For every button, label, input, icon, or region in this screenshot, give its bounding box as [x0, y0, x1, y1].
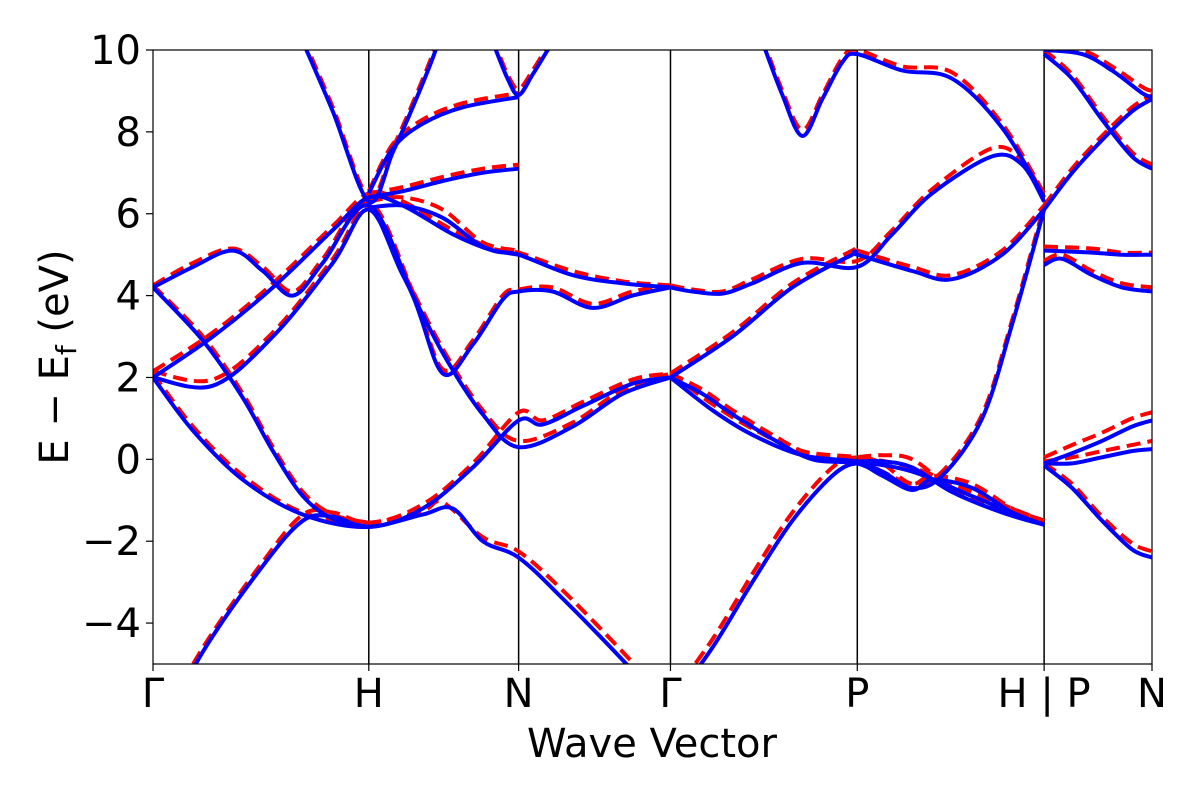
band-blue-36 [493, 50, 551, 97]
band-blue-38 [669, 208, 1046, 380]
band-red-7 [368, 162, 519, 196]
band-red-21 [1043, 252, 1152, 290]
y-axis-label-main: E − E [32, 355, 78, 465]
band-red-11 [669, 371, 1045, 523]
y-tick-label: 0 [116, 437, 141, 483]
y-axis-label-unit: (eV) [32, 249, 78, 345]
y-tick-label: 2 [116, 355, 141, 401]
band-red-18 [1043, 438, 1152, 464]
band-red-20 [1042, 461, 1152, 554]
y-axis-label-subscript: f [50, 344, 83, 355]
band-red-15 [857, 453, 1045, 523]
x-tick-label: P [845, 671, 869, 717]
band-blue-49 [1042, 97, 1152, 211]
band-red-5 [153, 189, 671, 373]
band-red-1 [153, 371, 671, 526]
y-axis-label: E − Ef (eV) [32, 249, 83, 464]
band-blue-35 [304, 50, 438, 205]
band-blue-51 [1043, 50, 1152, 100]
x-tick-label: Γ [142, 671, 165, 717]
band-blue-46 [1042, 463, 1152, 560]
y-tick-label: 4 [116, 274, 141, 320]
band-blue-47 [1043, 256, 1152, 294]
x-tick-label: N [504, 671, 534, 717]
band-blue-34 [367, 95, 519, 195]
y-tick-label: 10 [90, 28, 141, 74]
band-blue-39 [670, 152, 1046, 296]
band-blue-29 [153, 286, 370, 529]
plot-frame [152, 49, 1153, 665]
band-blue-26 [193, 505, 630, 664]
band-red-24 [1042, 50, 1152, 167]
y-tick-label: 8 [116, 110, 141, 156]
x-tick-label: N [1137, 671, 1167, 717]
band-red-23 [1042, 93, 1152, 207]
band-blue-31 [153, 194, 671, 380]
band-red-6 [368, 195, 520, 253]
band-blue-40 [698, 209, 1047, 664]
band-blue-32 [368, 203, 520, 257]
band-blue-27 [153, 375, 671, 529]
band-blue-30 [153, 203, 671, 378]
band-blue-33 [368, 166, 519, 200]
y-tick-label: −4 [82, 601, 141, 647]
y-tick-label: −2 [82, 519, 141, 565]
band-red-8 [367, 91, 519, 193]
band-blue-45 [1043, 418, 1152, 466]
band-blue-48 [1044, 248, 1152, 257]
y-axis-ticks: −4 −2 0 2 4 6 8 10 [82, 28, 153, 647]
high-symmetry-lines [368, 50, 1045, 664]
band-blue-43 [669, 375, 1045, 527]
band-blue-50 [1042, 52, 1152, 171]
x-axis-ticks: Γ H N Γ P H | P N [142, 664, 1167, 717]
x-tick-label: Γ [659, 671, 682, 717]
x-axis-label: Wave Vector [527, 721, 778, 767]
y-tick-label: 6 [116, 192, 141, 238]
band-blue-44 [1044, 447, 1152, 466]
band-red-25 [1071, 50, 1152, 93]
band-blue-42 [763, 50, 1046, 199]
band-curves [153, 50, 1152, 664]
x-tick-label: H | P [998, 671, 1091, 717]
band-red-16 [764, 50, 1046, 195]
x-tick-label: H [354, 671, 384, 717]
